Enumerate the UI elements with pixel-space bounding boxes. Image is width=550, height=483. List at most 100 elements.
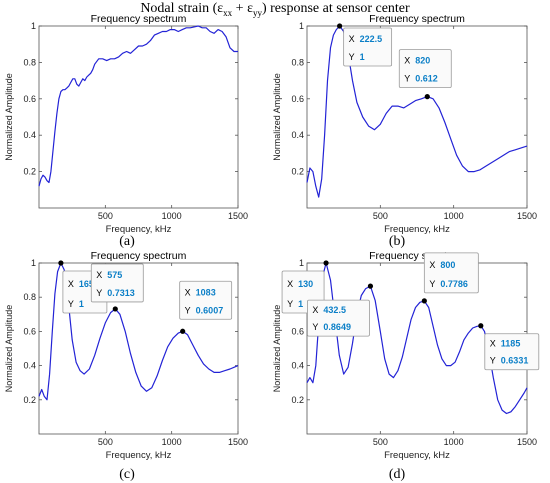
y-tick-label: 0.6 (291, 94, 304, 104)
x-axis-label: Frequency, kHz (384, 450, 450, 461)
datatip-y-key: Y (429, 279, 435, 289)
datatip-y-key: Y (68, 299, 74, 309)
panel-tag: (a) (119, 234, 135, 249)
x-tick-label: 500 (98, 437, 113, 447)
datatip-y-key: Y (490, 356, 496, 366)
datatip-box (307, 299, 370, 337)
datatip-marker (424, 94, 430, 100)
datatip-y-value: 0.612 (415, 74, 438, 84)
datatip-y-key: Y (404, 74, 410, 84)
series-line (306, 25, 528, 198)
plot-area (38, 25, 239, 209)
chart-title: Frequency spectrum (91, 13, 187, 25)
figure-title-sub-yy: yy (252, 7, 262, 18)
figure-title-plus: + ε (232, 1, 253, 16)
datatip-marker (112, 306, 118, 312)
y-tick-label: 0.2 (23, 395, 36, 405)
datatip-x-key: X (404, 56, 410, 66)
datatip-y-value: 0.7786 (440, 279, 468, 289)
datatip-x-key: X (287, 279, 293, 289)
datatip-y-value: 0.7313 (107, 288, 135, 298)
y-tick-label: 0.2 (291, 395, 304, 405)
datatip-box (398, 49, 452, 89)
datatip-marker (478, 323, 484, 329)
datatip-y-key: Y (287, 299, 293, 309)
datatip-x-key: X (68, 279, 74, 289)
x-tick-label: 1000 (162, 211, 182, 221)
datatip-box (484, 333, 540, 371)
y-tick-label: 1 (299, 258, 304, 268)
y-tick-label: 0.6 (23, 94, 36, 104)
y-tick-label: 0.4 (291, 361, 304, 371)
chart-panel-a: 500 1000 1500 0.2 0.4 0.6 0.8 1 Frequency spectr… (4, 13, 248, 249)
series-line (38, 25, 238, 187)
x-axis-label: Frequency, kHz (106, 450, 172, 461)
x-tick-label: 1000 (444, 437, 464, 447)
y-tick-label: 0.4 (23, 361, 36, 371)
x-tick-label: 1000 (162, 437, 182, 447)
y-axis-label: Normalized Amplitude (4, 305, 14, 393)
panel-tag: (d) (389, 467, 406, 482)
datatip-marker (58, 260, 64, 266)
figure-title: Nodal strain (εxx + εyy) response at sen… (0, 1, 550, 18)
x-tick-label: 1500 (517, 437, 537, 447)
x-tick-label: 1500 (228, 437, 248, 447)
y-tick-label: 0.8 (23, 57, 36, 67)
datatip-x-key: X (349, 34, 355, 44)
y-tick-label: 0.6 (23, 326, 36, 336)
datatip-x-value: 1185 (501, 339, 521, 349)
series-line (38, 262, 239, 401)
figure-title-sub-xx: xx (223, 7, 233, 18)
datatip-x-key: X (185, 287, 191, 297)
datatip-marker (180, 328, 186, 334)
datatip-x-value: 1083 (196, 287, 216, 297)
y-tick-label: 1 (299, 21, 304, 31)
y-axis-label: Normalized Amplitude (272, 305, 282, 393)
datatip-y-key: Y (96, 288, 102, 298)
y-axis-label: Normalized Amplitude (4, 73, 14, 161)
x-tick-label: 1000 (444, 211, 464, 221)
chart-title: Frequency spectrum (91, 250, 187, 262)
y-tick-label: 0.4 (291, 130, 304, 140)
y-axis-label: Normalized Amplitude (272, 73, 282, 161)
datatip-box (179, 280, 233, 320)
panel-tag: (c) (119, 467, 135, 482)
x-tick-label: 1500 (228, 211, 248, 221)
y-tick-label: 0.6 (291, 326, 304, 336)
datatip-box (90, 263, 144, 303)
datatip-y-value: 1 (360, 52, 365, 62)
x-axis-label: Frequency, kHz (106, 224, 172, 235)
datatip-box (423, 252, 479, 294)
datatip-x-value: 820 (415, 56, 430, 66)
datatip-y-value: 1 (298, 299, 303, 309)
datatip-y-value: 0.6331 (501, 356, 529, 366)
x-tick-label: 1500 (517, 211, 537, 221)
datatip-x-key: X (312, 305, 318, 315)
datatip-x-value: 432.5 (323, 305, 346, 315)
x-tick-label: 500 (98, 211, 113, 221)
datatip-x-value: 130 (298, 279, 313, 289)
datatip-marker (421, 298, 427, 304)
datatip-y-key: Y (349, 52, 355, 62)
datatip-x-key: X (490, 339, 496, 349)
chart-title: Frequency spectrum (369, 13, 465, 25)
x-axis-label: Frequency, kHz (384, 224, 450, 235)
datatip-box (343, 27, 393, 67)
datatip-x-value: 575 (107, 270, 122, 280)
panel-tag: (b) (389, 234, 406, 249)
y-tick-label: 1 (31, 21, 36, 31)
datatip-x-value: 800 (440, 260, 455, 270)
y-tick-label: 0.2 (23, 167, 36, 177)
datatip-x-value: 222.5 (360, 34, 383, 44)
datatip-y-value: 0.6007 (196, 305, 224, 315)
datatip-y-value: 0.8649 (323, 322, 351, 332)
y-tick-label: 0.4 (23, 130, 36, 140)
datatip-y-key: Y (185, 305, 191, 315)
datatip-y-key: Y (312, 322, 318, 332)
datatip-marker (323, 260, 329, 266)
x-tick-label: 500 (373, 437, 388, 447)
datatip-x-key: X (429, 260, 435, 270)
x-tick-label: 500 (373, 211, 388, 221)
